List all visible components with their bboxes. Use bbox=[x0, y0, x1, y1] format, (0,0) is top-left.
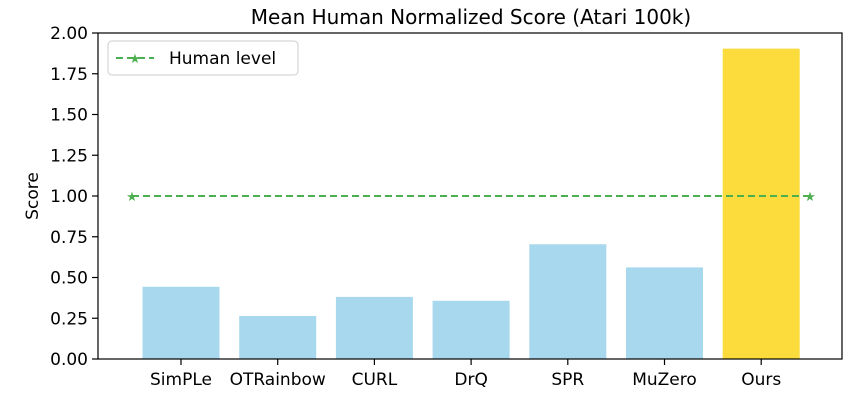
bar-otrainbow bbox=[239, 315, 317, 359]
legend-star-icon: ★ bbox=[129, 52, 141, 67]
x-axis: SimPLe OTRainbow CURL DrQ SPR MuZero Ours bbox=[150, 359, 781, 390]
y-tick-label: 0.25 bbox=[50, 309, 88, 329]
bar-muzero bbox=[626, 267, 703, 359]
x-tick-label-curl: CURL bbox=[352, 370, 398, 390]
plot-frame bbox=[97, 32, 843, 360]
y-tick-label: 1.25 bbox=[50, 146, 88, 166]
y-axis-label: Score bbox=[23, 172, 43, 220]
bar-curl bbox=[335, 296, 413, 359]
y-tick-label: 0.00 bbox=[50, 350, 88, 370]
bar-drq bbox=[432, 300, 510, 359]
legend-box bbox=[107, 40, 299, 76]
legend-label-human-level: Human level bbox=[169, 49, 276, 69]
y-tick-label: 2.00 bbox=[50, 24, 88, 44]
y-tick-label: 1.75 bbox=[50, 65, 88, 85]
human-level-start-star-icon: ★ bbox=[126, 190, 138, 205]
human-level-end-star-icon: ★ bbox=[804, 190, 816, 205]
x-tick-label-simple: SimPLe bbox=[150, 370, 212, 390]
legend: ★ Human level bbox=[107, 40, 299, 76]
x-tick-label-muzero: MuZero bbox=[632, 370, 697, 390]
x-tick-label-ours: Ours bbox=[741, 370, 781, 390]
y-tick-label: 0.75 bbox=[50, 228, 88, 248]
x-tick-label-drq: DrQ bbox=[454, 370, 487, 390]
y-tick-label: 1.00 bbox=[50, 187, 88, 207]
human-level-line-group: ★ ★ bbox=[126, 190, 816, 205]
bars-group bbox=[142, 48, 800, 359]
bar-ours bbox=[722, 48, 800, 359]
y-tick-label: 0.50 bbox=[50, 269, 88, 289]
bar-spr bbox=[529, 244, 607, 359]
x-tick-label-spr: SPR bbox=[551, 370, 584, 390]
y-tick-label: 1.50 bbox=[50, 106, 88, 126]
chart-title: Mean Human Normalized Score (Atari 100k) bbox=[251, 5, 691, 29]
y-axis: 0.00 0.25 0.50 0.75 1.00 1.25 1.50 1.75 2.00 bbox=[50, 24, 98, 370]
x-tick-label-otrainbow: OTRainbow bbox=[230, 370, 326, 390]
bar-simple bbox=[142, 286, 220, 359]
